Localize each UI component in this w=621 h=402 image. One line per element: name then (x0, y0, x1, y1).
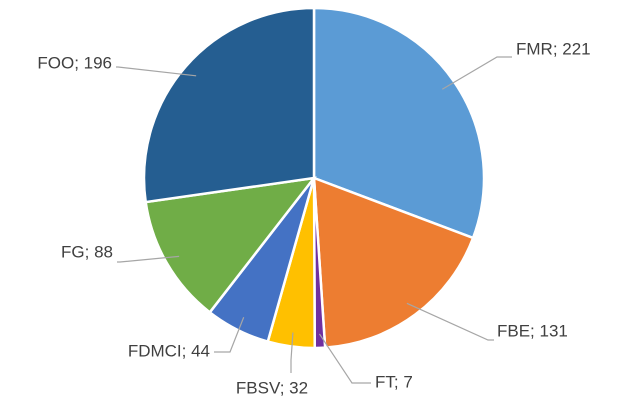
data-label: FDMCI; 44 (128, 341, 210, 360)
pie-slice (312, 6, 486, 240)
data-label: FOO; 196 (37, 53, 112, 72)
leader-line (406, 302, 494, 341)
data-label: FBSV; 32 (236, 378, 308, 397)
leader-line (441, 56, 512, 90)
data-label: FG; 88 (61, 242, 113, 261)
pie-slice (144, 176, 317, 315)
pie-slice (142, 6, 316, 204)
data-label: FBE; 131 (497, 321, 568, 340)
pie-slice (312, 176, 475, 349)
leader-line (290, 332, 294, 373)
leader-line (214, 317, 245, 353)
data-label: FMR; 221 (516, 39, 591, 58)
leader-line (117, 255, 180, 263)
data-label: FT; 7 (375, 372, 413, 391)
leader-line (318, 333, 371, 384)
leader-line (116, 66, 197, 77)
